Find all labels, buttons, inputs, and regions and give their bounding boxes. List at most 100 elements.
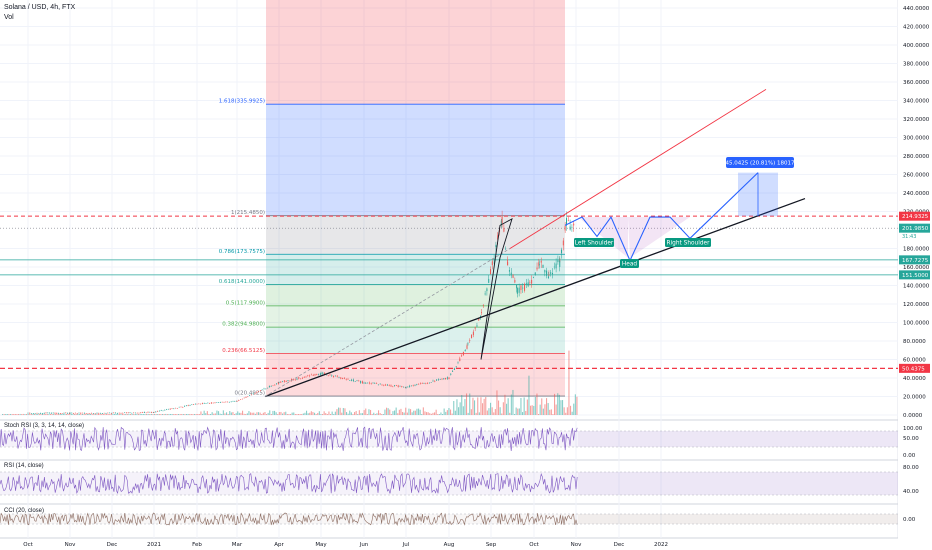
volume-bar	[155, 414, 157, 415]
volume-bar	[286, 414, 288, 415]
volume-bar	[557, 393, 559, 415]
candle-body	[336, 375, 338, 377]
volume-bar	[320, 414, 322, 415]
volume-bar	[27, 414, 29, 415]
candle-body	[122, 412, 124, 414]
price-tag: 151.5000	[902, 273, 929, 279]
price-tick-label: 400.0000	[903, 43, 930, 49]
candle-body	[497, 235, 499, 240]
volume-bar	[259, 412, 261, 415]
candle-body	[404, 387, 406, 388]
volume-bar	[154, 414, 156, 415]
volume-bar	[219, 413, 221, 415]
candle-body	[138, 412, 140, 414]
volume-bar	[410, 409, 412, 415]
volume-bar	[45, 414, 47, 415]
time-tick-label: 2022	[654, 542, 668, 548]
time-tick-label: Oct	[529, 542, 539, 548]
price-tag-bg	[899, 211, 930, 221]
volume-bar	[416, 408, 418, 415]
pattern-label-bg	[665, 238, 711, 247]
candle-body	[347, 379, 349, 380]
volume-bar	[8, 414, 10, 415]
indicator-panes: 100.00 50.00 0.00 80.00 40.00 0.00	[0, 426, 923, 526]
candle-body	[107, 412, 109, 414]
candle-body	[96, 412, 98, 414]
candle-body	[145, 412, 147, 414]
price-tick-label: 140.0000	[903, 284, 930, 290]
candle-body	[182, 407, 184, 408]
volume-bar	[352, 414, 354, 415]
candle-body	[437, 379, 439, 380]
volume-bar	[227, 414, 229, 415]
candle-body	[461, 355, 463, 357]
candle-body	[210, 402, 212, 404]
volume-bar	[485, 397, 487, 415]
candle-body	[318, 374, 320, 375]
candle-body	[91, 412, 93, 414]
candle-body	[225, 401, 227, 403]
candle-body	[471, 334, 473, 339]
volume-bar	[538, 414, 540, 415]
volume-bar	[344, 408, 346, 415]
candle-body	[557, 260, 559, 263]
candle-body	[455, 366, 457, 367]
candle-body	[143, 412, 145, 413]
volume-bar	[98, 414, 100, 415]
candle-body	[331, 375, 333, 376]
candle-body	[333, 376, 335, 377]
volume-bar	[101, 414, 103, 415]
volume-bar	[254, 413, 256, 415]
volume-bar	[138, 414, 140, 415]
volume-bar	[528, 375, 530, 415]
volume-bar	[19, 413, 21, 415]
volume-bar	[470, 409, 472, 415]
candle-body	[559, 260, 561, 267]
volume-bar	[64, 414, 66, 415]
time-tick-label: Jun	[359, 542, 369, 548]
volume-bar	[376, 413, 378, 415]
candle-body	[303, 377, 305, 378]
candle-body	[319, 373, 321, 375]
candle-body	[65, 412, 67, 414]
candle-body	[214, 402, 216, 404]
time-tick-label: Dec	[107, 542, 118, 548]
volume-bar	[314, 412, 316, 415]
candle-body	[61, 413, 63, 414]
candle-body	[83, 412, 85, 414]
indicator-tick-label: 0.00	[903, 517, 916, 523]
price-tag-bg	[899, 363, 930, 373]
volume-bar	[99, 414, 101, 415]
candle-body	[236, 401, 238, 402]
volume-bar	[526, 399, 528, 415]
volume-bar	[424, 411, 426, 415]
candle-body	[221, 401, 223, 403]
candle-body	[310, 374, 312, 376]
fib-label: 0.618(141.0000)	[219, 279, 265, 285]
volume-bar	[418, 408, 420, 415]
indicator-tick-label: 0.00	[903, 453, 916, 459]
volume-bar	[426, 412, 428, 415]
fibonacci-retracement: 1.618(335.9925) 1(215.4850) 0.786(173.7575…	[0, 0, 898, 397]
price-tick-label: 20.0000	[903, 395, 926, 401]
candle-body	[531, 279, 533, 284]
volume-bar	[365, 408, 367, 415]
indicator-tick-label: 80.00	[903, 465, 919, 471]
volume-bar	[211, 412, 213, 415]
time-tick-label: Nov	[571, 542, 582, 548]
volume-bar	[16, 414, 18, 415]
candle-body	[56, 412, 58, 414]
candle-body	[189, 404, 191, 406]
time-tick-label: Apr	[274, 542, 284, 548]
volume-bar	[382, 414, 384, 415]
indicator-band	[578, 431, 898, 447]
candle-body	[196, 403, 198, 405]
candle-body	[58, 413, 60, 414]
volume-bar	[166, 414, 168, 415]
volume-bar	[288, 414, 290, 415]
volume-bar	[277, 414, 279, 415]
volume-bar	[411, 412, 413, 415]
volume-bar	[542, 408, 544, 415]
volume-bar	[310, 411, 312, 415]
